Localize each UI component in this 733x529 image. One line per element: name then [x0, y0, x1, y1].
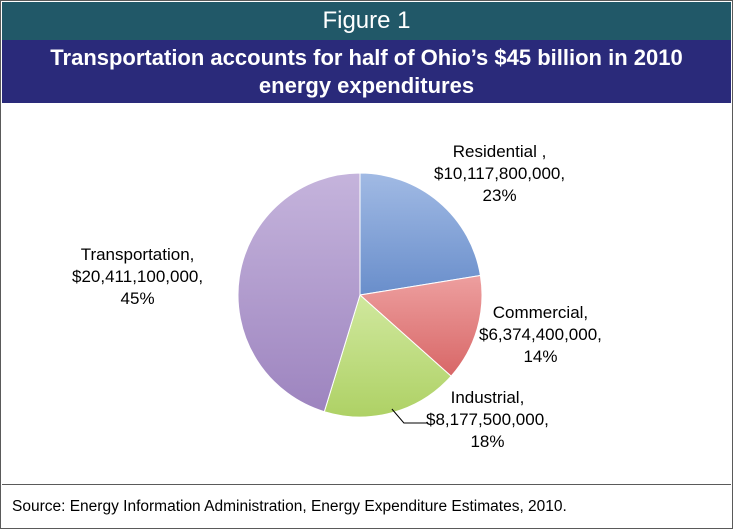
- data-label-residential: Residential , $10,117,800,000, 23%: [434, 141, 565, 207]
- label-transportation-value: $20,411,100,000,: [72, 267, 204, 286]
- label-commercial-name: Commercial,: [492, 303, 589, 322]
- pie-slice-industrial: [323, 294, 452, 418]
- chart-title: Transportation accounts for half of Ohio…: [50, 44, 683, 98]
- figure-label: Figure 1: [2, 2, 731, 40]
- pie-slice-transportation: [237, 172, 361, 413]
- label-residential-name: Residential ,: [452, 142, 547, 161]
- pie-chart: [237, 172, 483, 424]
- label-industrial-value: $8,177,500,000,: [426, 410, 549, 429]
- pie-slice-residential: [359, 172, 482, 296]
- data-label-transportation: Transportation, $20,411,100,000, 45%: [72, 244, 203, 310]
- data-label-industrial: Industrial, $8,177,500,000, 18%: [426, 387, 549, 453]
- source-note: Source: Energy Information Administratio…: [2, 484, 731, 528]
- label-transportation-percent: 45%: [120, 289, 155, 308]
- label-commercial-percent: 14%: [523, 347, 558, 366]
- chart-title-band: Transportation accounts for half of Ohio…: [2, 40, 731, 103]
- plot-area: Residential , $10,117,800,000, 23% Comme…: [2, 103, 731, 483]
- data-label-commercial: Commercial, $6,374,400,000, 14%: [479, 302, 602, 368]
- pie-slice-commercial: [358, 274, 483, 377]
- label-commercial-value: $6,374,400,000,: [479, 325, 602, 344]
- label-transportation-name: Transportation,: [80, 245, 195, 264]
- label-residential-percent: 23%: [482, 186, 517, 205]
- label-residential-value: $10,117,800,000,: [434, 164, 566, 183]
- label-industrial-name: Industrial,: [450, 388, 525, 407]
- label-industrial-percent: 18%: [470, 432, 505, 451]
- leader-line-industrial: [391, 408, 428, 424]
